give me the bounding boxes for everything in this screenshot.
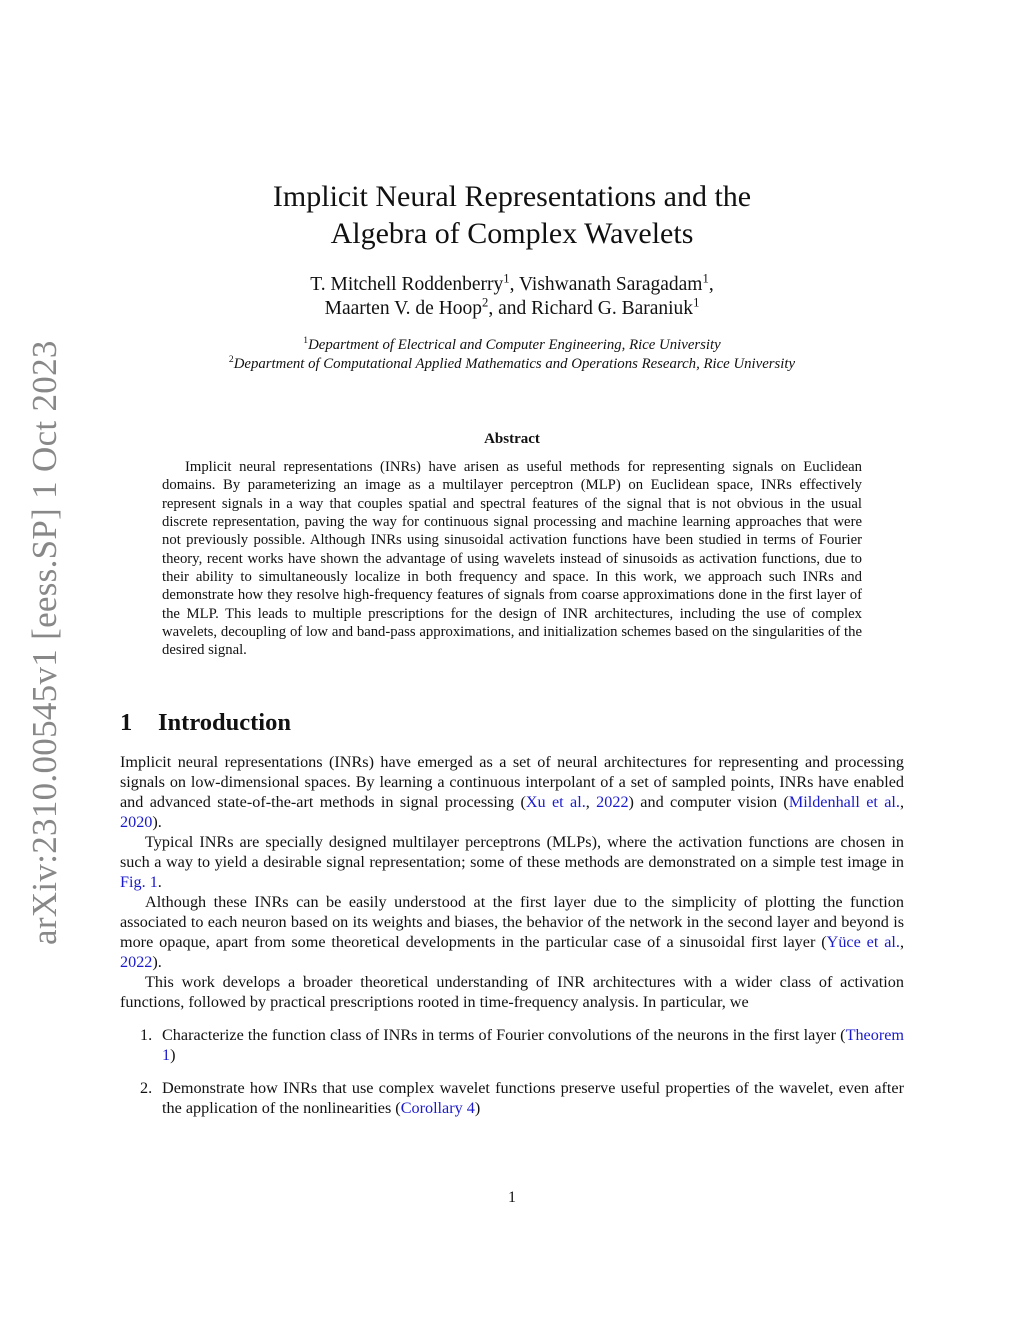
- text-run: ,: [899, 933, 904, 951]
- affiliation-mark: 1: [702, 271, 709, 286]
- abstract-text: Implicit neural representations (INRs) h…: [162, 459, 862, 659]
- paper-title: Implicit Neural Representations and the …: [0, 178, 1024, 252]
- list-item: 1. Characterize the function class of INR…: [120, 1025, 904, 1065]
- paragraph: Although these INRs can be easily unders…: [120, 892, 904, 972]
- section-heading: 1 Introduction: [120, 706, 291, 740]
- author-name: Richard G. Baraniuk: [531, 298, 694, 319]
- text-run: ): [170, 1046, 176, 1064]
- citation-link[interactable]: Mildenhall et al.: [788, 793, 900, 811]
- citation-link[interactable]: Theorem 1: [162, 1026, 904, 1064]
- body-text: Implicit neural representations (INRs) h…: [120, 752, 904, 1131]
- list-number: 1.: [140, 1026, 153, 1044]
- title-line: Implicit Neural Representations and the: [272, 180, 752, 213]
- citation-link[interactable]: Xu et al.: [525, 793, 586, 811]
- separator: , and: [488, 298, 532, 319]
- separator: ,: [509, 274, 519, 295]
- title-line: Algebra of Complex Wavelets: [330, 217, 694, 250]
- paragraph: This work develops a broader theoretical…: [120, 972, 904, 1012]
- text-run: ,: [585, 793, 597, 811]
- text-run: .: [157, 873, 162, 891]
- text-run: ).: [152, 813, 162, 831]
- text-run: Demonstrate how INRs that use complex wa…: [162, 1079, 904, 1117]
- page-number: 1: [508, 1189, 516, 1206]
- affiliation: 1Department of Electrical and Computer E…: [0, 336, 1024, 355]
- affiliation-mark: 1: [303, 335, 309, 347]
- list-number: 2.: [140, 1079, 153, 1097]
- affiliation: 2Department of Computational Applied Mat…: [0, 355, 1024, 374]
- affiliation-mark: 1: [693, 295, 700, 310]
- text-run: ).: [152, 953, 162, 971]
- citation-link[interactable]: 2022: [596, 793, 629, 811]
- affiliation-text: Department of Computational Applied Math…: [233, 356, 796, 372]
- text-run: Characterize the function class of INRs …: [162, 1026, 846, 1044]
- affiliations: 1Department of Electrical and Computer E…: [0, 336, 1024, 374]
- contribution-list: 1. Characterize the function class of INR…: [120, 1025, 904, 1118]
- list-item: 2. Demonstrate how INRs that use complex …: [120, 1078, 904, 1118]
- affiliation-text: Department of Electrical and Computer En…: [308, 337, 721, 353]
- author-name: Vishwanath Saragadam: [519, 274, 703, 295]
- separator: ,: [708, 274, 714, 295]
- text-run: ): [474, 1099, 481, 1117]
- text-run: Although these INRs can be easily unders…: [120, 893, 904, 951]
- authors: T. Mitchell Roddenberry1, Vishwanath Sar…: [0, 271, 1024, 321]
- text-run: Typical INRs are specially designed mult…: [120, 833, 904, 871]
- section-title: Introduction: [158, 709, 291, 736]
- section-number: 1: [120, 709, 133, 736]
- affiliation-mark: 2: [228, 354, 234, 366]
- citation-link[interactable]: Yüce et al.: [826, 933, 900, 951]
- affiliation-mark: 2: [482, 295, 489, 310]
- author-name: T. Mitchell Roddenberry: [310, 274, 504, 295]
- citation-link[interactable]: 2022: [120, 953, 153, 971]
- citation-link[interactable]: 2020: [120, 813, 153, 831]
- text-run: ,: [899, 793, 905, 811]
- abstract-heading: Abstract: [484, 431, 540, 447]
- paragraph: Implicit neural representations (INRs) h…: [120, 752, 904, 832]
- text-run: Implicit neural representations (INRs) h…: [120, 753, 904, 811]
- affiliation-mark: 1: [503, 271, 510, 286]
- text-run: This work develops a broader theoretical…: [120, 973, 904, 1011]
- author-name: Maarten V. de Hoop: [324, 298, 483, 319]
- citation-link[interactable]: Fig. 1: [120, 873, 158, 891]
- citation-link[interactable]: Corollary 4: [400, 1099, 475, 1117]
- paragraph: Typical INRs are specially designed mult…: [120, 832, 904, 892]
- text-run: ) and computer vision (: [628, 793, 789, 811]
